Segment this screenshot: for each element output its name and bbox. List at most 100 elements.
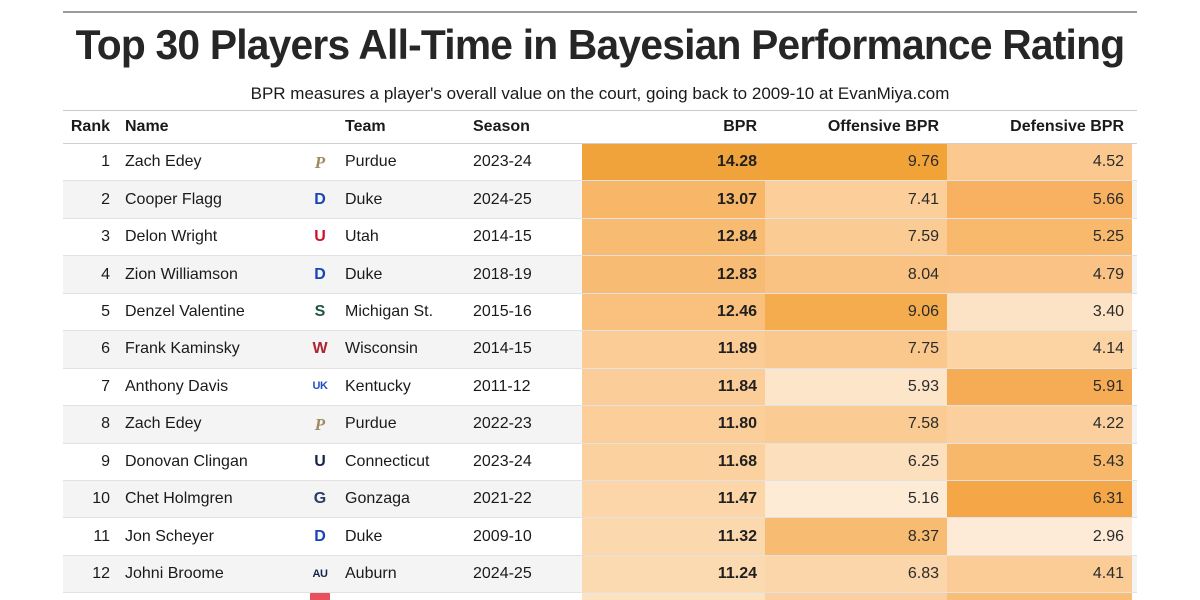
table-row: 9 Donovan Clingan U Connecticut 2023-24 …: [63, 443, 1137, 481]
season-cell: 2014-15: [473, 228, 532, 246]
season-cell: 2014-15: [473, 340, 532, 358]
player-name: Donovan Clingan: [125, 452, 248, 470]
header-bpr: BPR: [723, 118, 757, 135]
header-team: Team: [345, 118, 386, 135]
season-cell: 2024-25: [473, 190, 532, 208]
player-name: Chet Holmgren: [125, 490, 233, 508]
team-name: Auburn: [345, 565, 397, 583]
header-name: Name: [125, 118, 169, 135]
season-cell: 2022-23: [473, 415, 532, 433]
offensive-bpr-value-cell: 7.58: [765, 406, 947, 443]
partial-next-row: [63, 593, 1137, 600]
defensive-bpr-value-cell: 3.40: [947, 293, 1132, 331]
team-name: Duke: [345, 190, 383, 208]
season-cell: 2015-16: [473, 302, 532, 320]
page-title: Top 30 Players All-Time in Bayesian Perf…: [75, 21, 1125, 68]
table-row: 3 Delon Wright U Utah 2014-15 12.84 7.59…: [63, 218, 1137, 257]
bpr-value-cell: 11.80: [582, 406, 765, 443]
defensive-bpr-value-cell: 6.31: [947, 480, 1132, 518]
purdue-logo: P: [314, 152, 326, 172]
table-row: 6 Frank Kaminsky W Wisconsin 2014-15 11.…: [63, 331, 1137, 369]
defensive-bpr-value-cell: 5.25: [947, 218, 1132, 256]
player-name: Johni Broome: [125, 565, 224, 583]
player-name: Frank Kaminsky: [125, 340, 240, 358]
purdue-logo: P: [314, 414, 326, 434]
michigan-st-logo: S: [314, 302, 326, 320]
header-season: Season: [473, 118, 530, 135]
bpr-value-cell: 12.84: [582, 218, 765, 256]
team-name: Wisconsin: [345, 340, 418, 358]
defensive-bpr-value-cell: 2.96: [947, 518, 1132, 555]
season-cell: 2018-19: [473, 265, 532, 283]
rank-cell: 10: [92, 490, 110, 508]
bpr-value-cell: 11.32: [582, 518, 765, 555]
bpr-value-cell: 14.28: [582, 144, 765, 181]
defensive-bpr-value-cell: 5.43: [947, 443, 1132, 480]
defensive-bpr-value-cell: 5.66: [947, 181, 1132, 218]
red-team-logo-sliver: [310, 593, 330, 600]
table-row: 12 Johni Broome AU Auburn 2024-25 11.24 …: [63, 555, 1137, 594]
partial-defensive-bpr-cell: [947, 593, 1132, 600]
header-offensive-bpr: Offensive BPR: [827, 118, 939, 135]
header-logo-spacer: [306, 111, 334, 143]
header-defensive-bpr: Defensive BPR: [1010, 118, 1124, 135]
bpr-value-cell: 13.07: [582, 181, 765, 218]
subtitle-rule: [63, 110, 1137, 111]
season-cell: 2011-12: [473, 377, 531, 395]
rank-cell: 11: [93, 527, 110, 545]
team-name: Michigan St.: [345, 302, 434, 320]
bpr-value-cell: 12.46: [582, 293, 765, 331]
kentucky-logo: UK: [312, 380, 328, 393]
bpr-value-cell: 12.83: [582, 256, 765, 293]
rank-cell: 9: [101, 452, 110, 470]
rank-cell: 2: [101, 190, 110, 208]
partial-team-logo: [306, 593, 334, 600]
season-cell: 2023-24: [473, 452, 532, 470]
offensive-bpr-value-cell: 7.41: [765, 181, 947, 218]
offensive-bpr-value-cell: 6.83: [765, 555, 947, 593]
auburn-logo: AU: [312, 567, 328, 580]
partial-offensive-bpr-cell: [765, 593, 947, 600]
season-cell: 2009-10: [473, 527, 532, 545]
offensive-bpr-value-cell: 5.16: [765, 480, 947, 518]
player-name: Anthony Davis: [125, 377, 229, 395]
header-end-spacer: [1132, 111, 1137, 143]
rank-cell: 8: [101, 415, 110, 433]
rank-cell: 5: [101, 302, 110, 320]
offensive-bpr-value-cell: 9.76: [765, 144, 947, 181]
rank-cell: 4: [101, 265, 110, 283]
page-subtitle: BPR measures a player's overall value on…: [250, 84, 950, 103]
team-name: Purdue: [345, 415, 397, 433]
table-header-row: Rank Name Team Season BPR Offensive BPR …: [63, 111, 1137, 144]
gonzaga-logo: G: [313, 490, 327, 508]
players-table: Rank Name Team Season BPR Offensive BPR …: [63, 111, 1137, 600]
table-row: 7 Anthony Davis UK Kentucky 2011-12 11.8…: [63, 368, 1137, 407]
duke-logo: D: [314, 265, 326, 283]
table-row: 2 Cooper Flagg D Duke 2024-25 13.07 7.41…: [63, 181, 1137, 219]
table-row: 1 Zach Edey P Purdue 2023-24 14.28 9.76 …: [63, 144, 1137, 182]
team-name: Duke: [345, 265, 383, 283]
offensive-bpr-value-cell: 9.06: [765, 293, 947, 331]
team-name: Utah: [345, 228, 379, 246]
partial-bpr-cell: [582, 593, 765, 600]
season-cell: 2023-24: [473, 153, 532, 171]
offensive-bpr-value-cell: 8.37: [765, 518, 947, 555]
bpr-value-cell: 11.24: [582, 555, 765, 593]
season-cell: 2024-25: [473, 565, 532, 583]
table-body: 1 Zach Edey P Purdue 2023-24 14.28 9.76 …: [63, 144, 1137, 594]
defensive-bpr-value-cell: 4.14: [947, 331, 1132, 368]
rank-cell: 1: [101, 153, 110, 171]
team-name: Gonzaga: [345, 490, 410, 508]
defensive-bpr-value-cell: 4.22: [947, 406, 1132, 443]
player-name: Jon Scheyer: [125, 527, 214, 545]
defensive-bpr-value-cell: 5.91: [947, 368, 1132, 406]
offensive-bpr-value-cell: 5.93: [765, 368, 947, 406]
bpr-value-cell: 11.47: [582, 480, 765, 518]
season-cell: 2021-22: [473, 490, 532, 508]
team-name: Duke: [345, 527, 383, 545]
rank-cell: 6: [101, 340, 110, 358]
player-name: Zach Edey: [125, 153, 202, 171]
team-name: Purdue: [345, 153, 397, 171]
wisconsin-logo: W: [312, 340, 328, 358]
